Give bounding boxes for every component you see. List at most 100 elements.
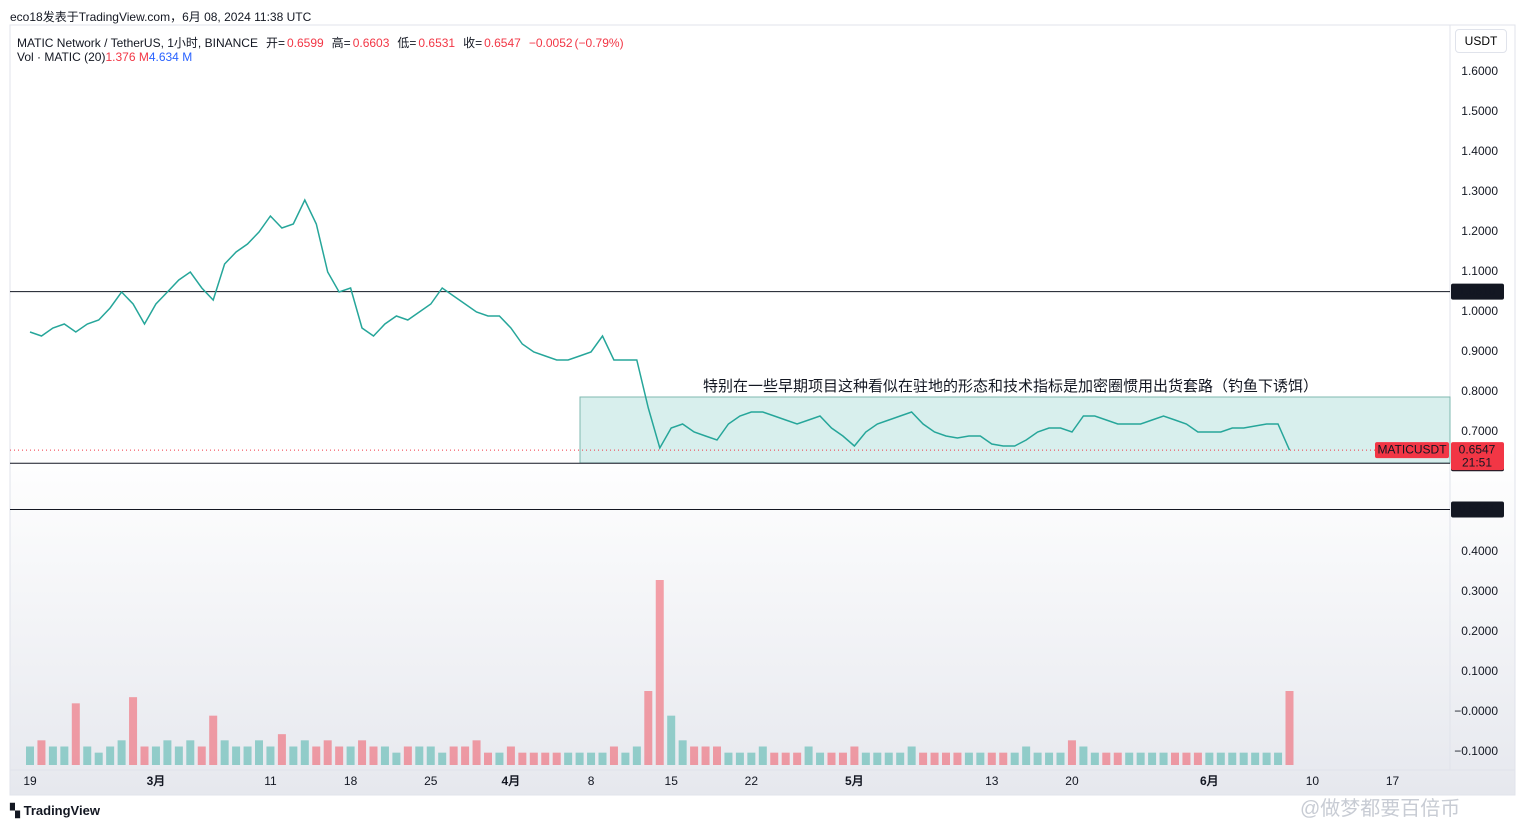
y-tick-label: 1.1000 — [1461, 264, 1498, 278]
volume-bar — [667, 715, 676, 765]
annotation: 特别在一些早期项目这种看似在驻地的形态和技术指标是加密圈惯用出货套路（钓鱼下诱饵… — [703, 378, 1319, 395]
volume-bar — [987, 752, 996, 765]
x-tick-label: 15 — [665, 774, 679, 788]
volume-bar — [930, 752, 939, 765]
volume-bar — [83, 746, 92, 765]
volume-bar — [277, 734, 286, 765]
symbol-tag — [1375, 442, 1449, 459]
volume-bar — [335, 746, 344, 765]
volume-bar — [129, 697, 138, 765]
volume-bar — [506, 746, 515, 765]
volume-bar — [724, 752, 733, 765]
symbol-title: MATIC Network / TetherUS, 1小时, BINANCE — [17, 36, 258, 50]
volume-bar — [758, 746, 767, 765]
x-tick-label: 13 — [985, 774, 999, 788]
x-tick-label: 22 — [745, 774, 759, 788]
volume-bar — [117, 740, 126, 765]
volume-bar — [838, 752, 847, 765]
volume-bar — [323, 740, 332, 765]
volume-bar — [598, 752, 607, 765]
y-tick-label: 1.3000 — [1461, 184, 1498, 198]
volume-bar — [266, 746, 275, 765]
volume-bar — [747, 752, 756, 765]
volume-bar — [896, 752, 905, 765]
x-tick-label: 5月 — [845, 774, 864, 788]
x-tick-label: 17 — [1386, 774, 1400, 788]
volume-bar — [861, 752, 870, 765]
volume-bar — [884, 752, 893, 765]
volume-value: 4.634 M — [148, 50, 193, 64]
x-tick-label: 19 — [23, 774, 37, 788]
footer-text: TradingView — [23, 803, 100, 818]
volume-legend: Vol · MATIC (20)1.376 M4.634 M — [17, 50, 192, 64]
range-box — [579, 396, 1451, 464]
volume-bar — [1022, 746, 1031, 765]
ohlc-value: 0.6531 — [418, 36, 456, 50]
volume-bar — [26, 746, 34, 765]
volume-bar — [346, 746, 355, 765]
volume-bar — [71, 703, 80, 765]
symbol-tag-label: MATICUSDT — [1377, 442, 1447, 456]
volume-bar — [1113, 752, 1122, 765]
volume-bar — [964, 752, 973, 765]
volume-bar — [37, 740, 46, 765]
volume-bar — [999, 752, 1008, 765]
header: eco18发表于TradingView.com，6月 08, 2024 11:3… — [10, 10, 312, 24]
volume-bar — [690, 746, 699, 765]
legend: MATIC Network / TetherUS, 1小时, BINANCE 开=… — [17, 34, 626, 51]
x-tick-label: 25 — [424, 774, 438, 788]
last-price-label: 0.6547 — [1459, 442, 1496, 456]
x-tick-label: 10 — [1306, 774, 1320, 788]
volume-bar — [518, 752, 527, 765]
volume-bar — [644, 691, 653, 765]
x-tick-label: 20 — [1065, 774, 1079, 788]
volume-value: 1.376 M — [105, 50, 149, 64]
volume-bar — [255, 740, 263, 765]
unit-button[interactable]: USDT — [1455, 29, 1507, 53]
ohlc-label: 低= — [397, 36, 417, 50]
volume-bar — [1090, 752, 1099, 765]
volume-bar — [735, 752, 744, 765]
volume-bar — [919, 752, 928, 765]
volume-bar — [1056, 752, 1065, 765]
y-tick-label: −0.0000 — [1454, 704, 1498, 718]
volume-bar — [873, 752, 882, 765]
volume-bar — [1251, 752, 1260, 765]
volume-bar — [850, 746, 859, 765]
volume-bar — [781, 752, 790, 765]
volume-bar — [793, 752, 802, 765]
change-pct: (−0.79%) — [574, 36, 624, 50]
volume-bar — [1159, 752, 1168, 765]
y-tick-label: 0.4000 — [1461, 544, 1498, 558]
volume-bar — [1193, 752, 1202, 765]
volume-bar — [1033, 752, 1042, 765]
volume-bar — [529, 752, 538, 765]
volume-bar — [140, 746, 149, 765]
volume-bar — [415, 746, 424, 765]
volume-bar — [186, 740, 195, 765]
y-tick-label: 0.7000 — [1461, 424, 1498, 438]
volume-bar — [1171, 752, 1179, 765]
volume-bar — [701, 746, 710, 765]
volume-bar — [312, 746, 321, 765]
ohlc-value: 0.6603 — [352, 36, 390, 50]
volume-bar — [621, 752, 630, 765]
volume-bar — [953, 752, 962, 765]
x-tick-label: 18 — [344, 774, 358, 788]
plot-background — [9, 24, 1516, 796]
volume-bar — [380, 746, 389, 765]
volume-bar — [232, 746, 241, 765]
volume-bar — [804, 746, 813, 765]
ohlc-label: 收= — [463, 36, 483, 50]
volume-bar — [472, 740, 481, 765]
volume-bar — [426, 746, 435, 765]
y-tick-label: 1.4000 — [1461, 144, 1498, 158]
ohlc-value: 0.6547 — [484, 36, 521, 50]
volume-bar — [484, 752, 492, 765]
ohlc-label: 开= — [265, 36, 285, 50]
x-tick-label: 11 — [264, 774, 277, 788]
volume-bar — [197, 746, 206, 765]
volume-bar — [1262, 752, 1271, 765]
ohlc-label: 高= — [331, 36, 351, 50]
